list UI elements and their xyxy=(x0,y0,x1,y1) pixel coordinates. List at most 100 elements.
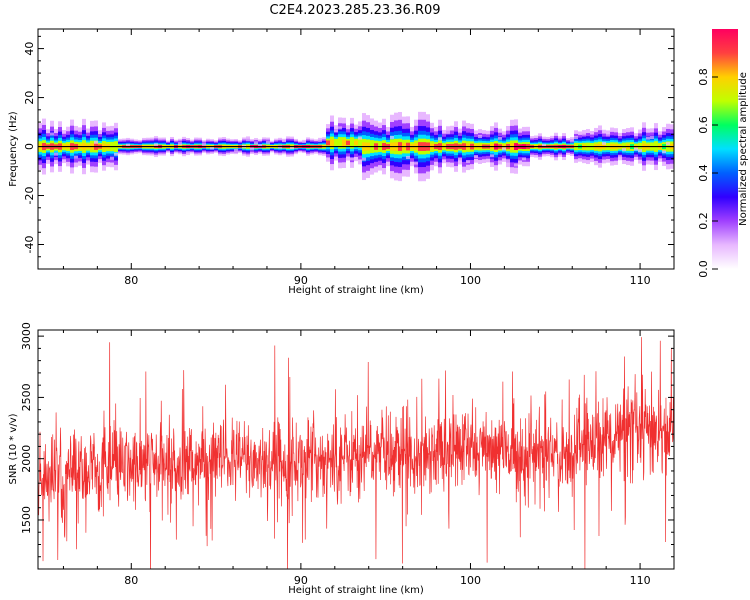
heatmap-cell xyxy=(338,139,342,147)
heatmap-speckle xyxy=(606,132,610,136)
x-tick-label: 90 xyxy=(294,574,308,587)
y-tick-label: -40 xyxy=(23,236,36,254)
heatmap-speckle xyxy=(74,155,78,159)
heatmap-speckle xyxy=(202,142,206,146)
colorbar-label: Normalized spectral amplitude xyxy=(738,72,749,226)
heatmap-cell xyxy=(354,140,358,146)
y-tick-label: 2000 xyxy=(20,445,33,473)
snr-panel: 80 90 100 110 3000 2500 2000 1500 Height of st… xyxy=(8,322,675,596)
heatmap-cell xyxy=(346,140,350,146)
x-tick-label: 90 xyxy=(294,274,308,287)
heatmap-speckle xyxy=(506,159,510,163)
heatmap-speckle xyxy=(302,139,306,143)
heatmap-speckle xyxy=(282,139,286,143)
spectrogram-frame xyxy=(37,28,675,270)
heatmap-speckle xyxy=(498,136,502,140)
heatmap-speckle xyxy=(478,134,482,138)
snr-series-line xyxy=(38,337,674,569)
heatmap-cell xyxy=(334,140,338,146)
spectrogram-panel: 80 90 100 110 40 20 0 -20 -40 Height of straigh… xyxy=(8,28,675,296)
colorbar-tick-label: 0.4 xyxy=(697,164,710,182)
x-tick-label: 110 xyxy=(630,274,651,287)
heatmap-speckle xyxy=(350,157,354,161)
heatmap-speckle xyxy=(570,139,574,143)
heatmap-speckle xyxy=(246,138,250,142)
x-tick-label: 100 xyxy=(460,574,481,587)
heatmap-speckle xyxy=(338,126,342,130)
figure-title: C2E4.2023.285.23.36.R09 xyxy=(269,3,440,18)
heatmap-speckle xyxy=(334,129,338,133)
y-tick-label: 20 xyxy=(23,91,36,105)
snr-x-label: Height of straight line (km) xyxy=(288,585,424,596)
heatmap-speckle xyxy=(466,160,470,164)
x-tick-label: 80 xyxy=(124,574,138,587)
snr-y-axis: 3000 2500 2000 1500 xyxy=(20,322,674,558)
heatmap-speckle xyxy=(178,141,182,145)
heatmap-speckle xyxy=(266,140,270,144)
heatmap-cell xyxy=(326,140,330,146)
heatmap-speckle xyxy=(114,152,118,156)
heatmap-speckle xyxy=(638,149,642,153)
y-tick-label: 40 xyxy=(23,42,36,56)
heatmap-speckle xyxy=(110,156,114,160)
heatmap-speckle xyxy=(186,151,190,155)
colorbar: 0.0 0.2 0.4 0.6 0.8 Normalized spectral ampl… xyxy=(697,29,749,278)
heatmap-speckle xyxy=(250,147,254,151)
heatmap-speckle xyxy=(582,132,586,136)
y-tick-label: 3000 xyxy=(20,322,33,350)
heatmap-speckle xyxy=(290,146,294,150)
heatmap-speckle xyxy=(646,136,650,140)
heatmap-cell xyxy=(330,139,334,147)
spectrogram-y-label: Frequency (Hz) xyxy=(8,111,19,187)
heatmap-speckle xyxy=(662,150,666,154)
heatmap-speckle xyxy=(438,137,442,141)
x-tick-label: 100 xyxy=(460,274,481,287)
heatmap-speckle xyxy=(210,146,214,150)
heatmap-speckle xyxy=(666,142,670,146)
heatmap-speckle xyxy=(406,156,410,160)
heatmap-speckle xyxy=(254,141,258,145)
heatmap-speckle xyxy=(414,161,418,165)
heatmap-speckle xyxy=(154,143,158,147)
heatmap-cell xyxy=(358,140,362,146)
spectrogram-x-axis: 80 90 100 110 xyxy=(62,29,675,287)
colorbar-tick-label: 0.2 xyxy=(697,212,710,230)
heatmap-speckle xyxy=(634,147,638,151)
snr-frame xyxy=(37,329,675,570)
heatmap-speckle xyxy=(318,138,322,142)
heatmap-speckle xyxy=(50,132,54,136)
spectrogram-x-label: Height of straight line (km) xyxy=(288,285,424,296)
heatmap-speckle xyxy=(574,136,578,140)
snr-x-axis: 80 90 100 110 xyxy=(62,330,675,587)
y-tick-label: 1500 xyxy=(20,506,33,534)
heatmap-speckle xyxy=(54,152,58,156)
spectrogram-y-axis: 40 20 0 -20 -40 xyxy=(23,35,674,258)
heatmap-cell xyxy=(350,139,354,147)
heatmap-speckle xyxy=(458,158,462,162)
colorbar-gradient xyxy=(712,29,738,269)
heatmap-speckle xyxy=(602,141,606,145)
heatmap-speckle xyxy=(514,163,518,167)
heatmap-speckle xyxy=(446,130,450,134)
colorbar-ticks: 0.0 0.2 0.4 0.6 0.8 xyxy=(697,68,718,278)
heatmap-speckle xyxy=(234,149,238,153)
heatmap-speckle xyxy=(94,140,98,144)
heatmap-speckle xyxy=(474,155,478,159)
heatmap-speckle xyxy=(362,157,366,161)
x-tick-label: 110 xyxy=(630,574,651,587)
colorbar-tick-label: 0.8 xyxy=(697,68,710,86)
heatmap-speckle xyxy=(522,157,526,161)
y-tick-label: 0 xyxy=(23,143,36,150)
heatmap-speckle xyxy=(622,148,626,152)
heatmap-speckle xyxy=(358,136,362,140)
snr-y-label: SNR (10 * v/v) xyxy=(8,413,19,484)
heatmap-speckle xyxy=(650,136,654,140)
colorbar-tick-label: 0.0 xyxy=(697,260,710,278)
heatmap-speckle xyxy=(258,144,262,148)
heatmap-cell xyxy=(342,139,346,147)
heatmap-speckle xyxy=(390,135,394,139)
y-tick-label: 2500 xyxy=(20,383,33,411)
colorbar-tick-label: 0.6 xyxy=(697,116,710,134)
heatmap-speckle xyxy=(490,154,494,158)
